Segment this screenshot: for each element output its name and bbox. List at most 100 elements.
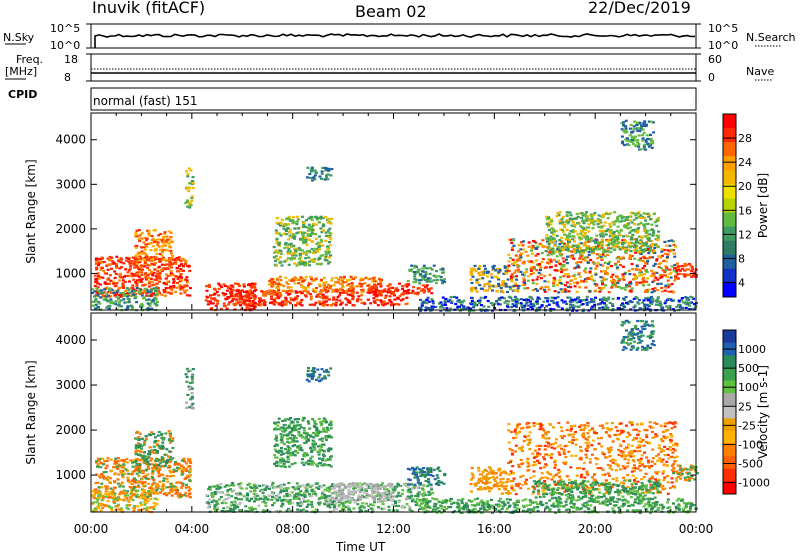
velocity-cell [187,474,191,477]
power-cell [543,280,547,283]
power-cell [621,256,625,259]
power-cell [457,299,461,302]
power-cell [547,224,551,227]
power-cell [510,277,513,280]
velocity-cell [222,507,226,510]
velocity-cell [102,503,106,507]
power-cell [584,280,588,283]
power-cell [133,266,136,269]
velocity-cell [264,487,268,490]
power-cell [413,271,416,274]
power-cell [638,246,642,250]
power-cell [357,285,361,288]
power-cell [153,258,157,261]
power-cell [613,281,617,284]
power-cell [565,302,569,306]
power-cell [647,288,651,291]
power-cell [475,290,479,293]
power-cell [96,294,100,297]
power-cell [508,285,512,288]
power-cell [263,291,267,294]
power-cell [156,243,160,246]
power-cell [282,232,286,235]
power-cell [527,259,530,263]
power-cell [275,290,279,293]
power-cell [690,296,694,299]
power-cell [277,232,281,235]
velocity-cell [238,501,242,504]
power-cell [183,289,186,292]
power-cell [633,242,636,245]
power-cell [635,249,638,252]
power-cell [145,237,149,240]
power-cell [303,294,307,297]
power-cell [378,278,382,281]
power-cell [273,299,277,302]
power-cell [649,274,653,278]
power-cell [146,266,149,269]
power-cell [277,242,281,245]
power-cell [295,232,299,235]
power-cell [424,273,428,276]
power-cell [134,295,138,298]
power-cell [469,307,472,310]
power-cell [624,234,628,237]
velocity-cell [135,445,139,448]
power-cell [179,273,183,276]
power-cell [653,247,657,250]
velocity-cell [159,465,162,468]
velocity-cell [323,488,327,491]
power-cell [388,283,392,286]
power-cell [521,248,525,251]
velocity-cell [143,503,147,506]
power-cell [567,249,571,252]
power-cell [145,294,149,297]
power-cell [552,282,555,285]
power-cell [205,285,209,288]
power-cell [556,211,560,215]
power-cell [621,302,625,305]
power-cell [305,219,308,222]
power-cell [604,284,607,287]
velocity-cell [139,501,143,504]
power-cell [169,272,173,275]
power-cell [135,279,139,282]
power-cell [576,244,580,247]
velocity-cell [102,471,106,474]
power-cell [562,268,566,271]
power-cell [589,213,593,216]
velocity-cell [150,506,153,509]
power-cell [624,249,628,252]
power-cell [137,291,141,294]
power-cell [647,237,651,240]
power-cell [312,232,316,235]
power-cell [599,276,603,279]
power-cell [318,295,322,299]
power-cell [645,307,649,310]
power-cell [96,272,100,275]
power-cell [566,222,570,225]
power-cell [477,267,481,270]
velocity-cell [226,490,230,493]
power-cell [109,263,113,266]
power-cell [169,269,173,273]
power-cell [550,227,554,230]
power-cell [619,304,623,307]
power-cell [170,258,174,261]
velocity-cell [121,492,125,495]
power-cell [578,212,582,215]
velocity-cell [111,491,115,494]
power-cell [250,286,254,289]
power-cell [405,285,409,288]
power-cell [408,269,412,272]
velocity-cell [119,470,123,473]
power-cell [239,296,243,299]
power-cell [254,303,258,306]
velocity-cell [163,464,167,467]
velocity-cell [352,487,356,490]
power-cell [605,212,609,215]
power-cell [506,305,509,308]
power-cell [601,215,605,218]
power-cell [95,257,98,260]
power-cell [124,289,128,293]
